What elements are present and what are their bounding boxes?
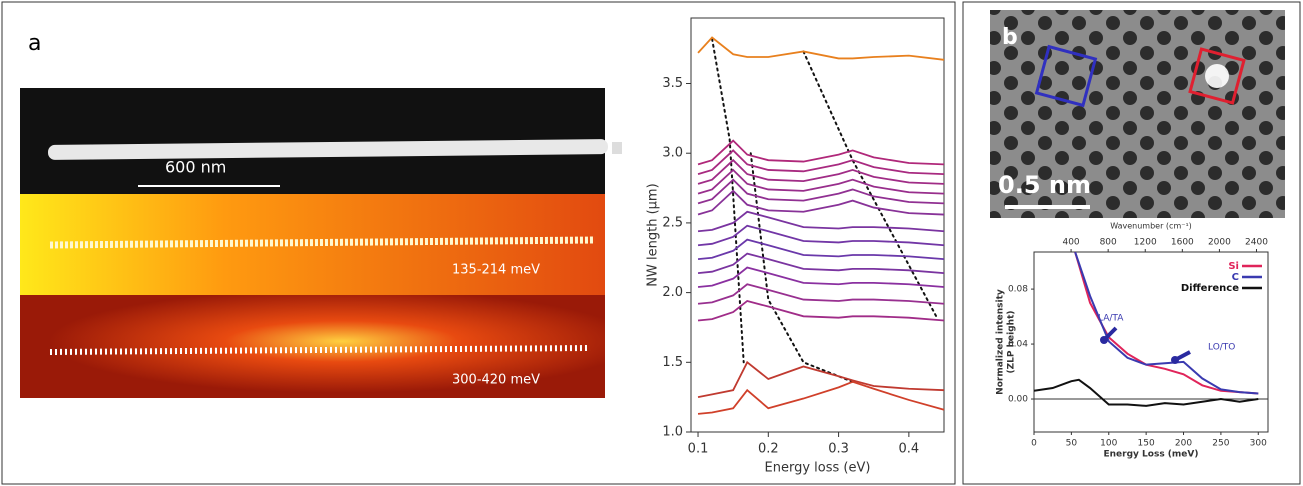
series-line [697, 380, 945, 415]
x-tick-label: 250 [1212, 439, 1229, 449]
y-tick-label: 3.0 [662, 146, 683, 161]
panel-label: a [28, 31, 41, 56]
annotation-arrowhead [1100, 336, 1108, 344]
series-line [1034, 378, 1259, 407]
y-tick-label: 3.5 [662, 76, 683, 91]
x-tick-label: 0.4 [899, 442, 920, 457]
series-line [697, 238, 945, 261]
x-tick-label: 50 [1066, 439, 1078, 449]
y-tick-label: 2.0 [662, 285, 683, 300]
x-axis-label: Energy Loss (meV) [1104, 450, 1199, 460]
series-line [697, 158, 945, 185]
series-line [697, 168, 945, 195]
panel-frame [1, 1, 956, 485]
series-line [697, 210, 945, 233]
scale-bar-label: 0.5 nm [998, 171, 1091, 199]
x-tick-label: 0 [1031, 439, 1037, 449]
y-tick-label: 0.04 [1008, 340, 1028, 350]
panel-frame [962, 1, 1301, 485]
micrograph [20, 88, 622, 398]
x2-tick-label: 2000 [1208, 238, 1231, 248]
y-tick-label: 1.5 [662, 355, 683, 370]
series-line [697, 283, 945, 305]
x-tick-label: 0.3 [828, 442, 849, 457]
y-tick-label: 0.00 [1008, 395, 1028, 405]
x-axis-label: Energy loss (eV) [765, 461, 871, 476]
series-line [697, 224, 945, 247]
series-line [697, 36, 945, 61]
micrograph [990, 10, 1285, 218]
x2-tick-label: 2400 [1245, 238, 1268, 248]
x2-tick-label: 800 [1100, 238, 1117, 248]
guide-line [711, 37, 745, 364]
annotation-arrowhead [1171, 356, 1179, 364]
scale-bar-label: 600 nm [165, 158, 226, 177]
legend-label: C [1232, 272, 1239, 283]
annotation: LA/TA [1098, 314, 1124, 324]
energy-window: 300-420 meV [452, 373, 540, 388]
plot-frame [690, 17, 945, 433]
y-tick-label: 2.5 [662, 215, 683, 230]
x-tick-label: 300 [1250, 439, 1267, 449]
plot-area [1034, 252, 1268, 407]
series-line [697, 266, 945, 288]
y-axis-label: NW length (μm) [646, 183, 661, 286]
x-tick-label: 150 [1138, 439, 1155, 449]
series-line [1074, 252, 1259, 395]
x-tick-label: 100 [1100, 439, 1117, 449]
legend-label: Difference [1181, 283, 1239, 294]
x-tick-label: 0.2 [758, 442, 779, 457]
series-line [697, 252, 945, 274]
series-line [697, 178, 945, 205]
series-line [697, 149, 945, 176]
series-line [697, 360, 945, 399]
x2-tick-label: 1200 [1134, 238, 1157, 248]
x2-tick-label: 400 [1062, 238, 1079, 248]
y-axis-label: (ZLP height) [1007, 311, 1017, 374]
panel-label: b [1002, 25, 1018, 50]
legend-label: Si [1228, 261, 1239, 272]
plot-frame [1033, 251, 1269, 433]
y-tick-label: 1.0 [662, 425, 683, 440]
series-line [697, 299, 945, 322]
guide-line [749, 152, 854, 383]
series-line [697, 189, 945, 216]
x-tick-label: 200 [1175, 439, 1192, 449]
y-tick-label: 0.08 [1008, 285, 1028, 295]
series-line [697, 139, 945, 166]
x-tick-label: 0.1 [688, 442, 709, 457]
annotation: LO/TO [1208, 343, 1235, 353]
x2-axis-label: Wavenumber (cm⁻¹) [1110, 222, 1192, 231]
x2-tick-label: 1600 [1171, 238, 1194, 248]
y-axis-label: Normalized intensity [996, 289, 1006, 395]
energy-window: 135-214 meV [452, 263, 540, 278]
